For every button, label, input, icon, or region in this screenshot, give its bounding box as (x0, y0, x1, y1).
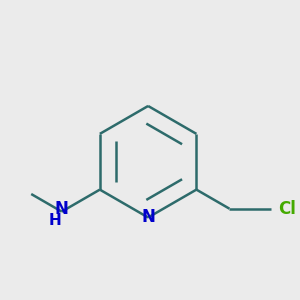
Text: N: N (141, 208, 155, 226)
Text: H: H (49, 213, 61, 228)
Text: Cl: Cl (278, 200, 296, 218)
Text: N: N (55, 200, 69, 218)
